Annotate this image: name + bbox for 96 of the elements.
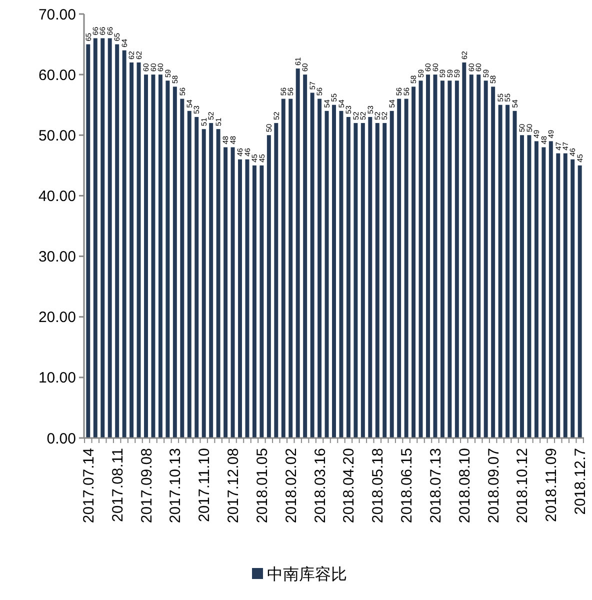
bar	[542, 147, 546, 438]
y-tick-label: 0.00	[46, 430, 76, 448]
bar	[187, 110, 192, 438]
bar	[512, 110, 517, 438]
bar	[194, 116, 199, 438]
legend-label: 中南库容比	[267, 566, 347, 584]
x-tick-label: 2017.12.08	[225, 448, 242, 524]
bar	[484, 80, 488, 438]
bar	[136, 62, 141, 438]
bar	[303, 74, 308, 438]
bar	[202, 129, 206, 438]
y-tick-label: 30.00	[38, 248, 76, 266]
bar	[318, 98, 322, 438]
bar	[266, 135, 271, 438]
x-tick-label: 2018.02.02	[282, 448, 300, 524]
x-tick-label: 2017.07.14	[80, 448, 98, 524]
x-tick-label: 2018.01.05	[254, 448, 271, 524]
y-tick-label: 20.00	[38, 309, 76, 326]
bar	[230, 147, 235, 438]
bar	[288, 98, 293, 438]
bar	[476, 74, 481, 438]
bar	[534, 141, 538, 438]
bar	[172, 86, 177, 438]
x-tick-label: 2017.09.08	[138, 448, 156, 524]
bar	[506, 104, 510, 438]
bar	[151, 74, 156, 438]
bar	[520, 135, 524, 438]
bar	[130, 62, 134, 438]
bar	[209, 123, 214, 438]
bar	[368, 116, 372, 438]
x-tick-label: 2018.11.09	[543, 448, 560, 522]
bar	[339, 110, 344, 438]
x-tick-label: 2017.11.10	[196, 448, 214, 522]
bar	[404, 98, 408, 438]
bar	[260, 165, 264, 438]
bar	[498, 104, 502, 438]
x-tick-label: 2018.12.7	[572, 448, 590, 515]
bar	[252, 165, 256, 438]
bar	[274, 123, 278, 438]
bar	[418, 80, 423, 438]
bar	[570, 159, 575, 438]
bar	[296, 68, 300, 438]
y-tick-label: 50.00	[38, 127, 76, 144]
bar	[426, 74, 430, 438]
bar	[115, 44, 120, 438]
bar	[454, 80, 459, 438]
x-tick-label: 2018.05.18	[370, 448, 387, 524]
bar	[310, 92, 314, 438]
bar	[578, 165, 582, 438]
x-tick-label: 2018.08.10	[456, 448, 474, 524]
bar	[180, 98, 184, 438]
bar	[548, 141, 553, 438]
bar	[491, 86, 496, 438]
bar	[412, 86, 416, 438]
x-tick-label: 2017.10.13	[167, 448, 184, 524]
bar	[397, 98, 402, 438]
bar	[556, 153, 560, 438]
y-tick-label: 40.00	[38, 188, 76, 205]
bar	[238, 159, 242, 438]
bar	[440, 80, 444, 438]
bar	[390, 110, 394, 438]
x-tick-label: 2017.08.11	[109, 448, 126, 522]
bar	[354, 123, 358, 438]
bar	[108, 38, 112, 438]
bar	[375, 123, 380, 438]
x-tick-label: 2018.03.16	[312, 448, 329, 524]
bar	[93, 38, 98, 438]
x-tick-label: 2018.09.07	[485, 448, 502, 524]
bar	[216, 129, 220, 438]
y-tick-label: 10.00	[38, 370, 76, 387]
bar	[245, 159, 250, 438]
y-tick-label: 70.00	[38, 6, 76, 24]
bar	[166, 80, 170, 438]
bar	[224, 147, 228, 438]
bar	[346, 116, 350, 438]
bar	[448, 80, 452, 438]
bar	[324, 110, 329, 438]
bar	[469, 74, 474, 438]
x-tick-label: 2018.04.20	[340, 448, 358, 524]
bar	[281, 98, 286, 438]
bar	[360, 123, 365, 438]
bar	[158, 74, 162, 438]
bar	[563, 153, 568, 438]
x-tick-label: 2018.07.13	[427, 448, 444, 524]
bar	[462, 62, 466, 438]
y-tick-label: 60.00	[38, 66, 76, 84]
x-tick-label: 2018.06.15	[398, 448, 416, 524]
bar	[382, 123, 387, 438]
bar	[332, 104, 336, 438]
x-tick-label: 2018.10.12	[514, 448, 532, 524]
bar	[122, 50, 126, 438]
bar	[527, 135, 532, 438]
bar	[100, 38, 105, 438]
bar	[433, 74, 438, 438]
bar	[144, 74, 148, 438]
bar	[86, 44, 90, 438]
